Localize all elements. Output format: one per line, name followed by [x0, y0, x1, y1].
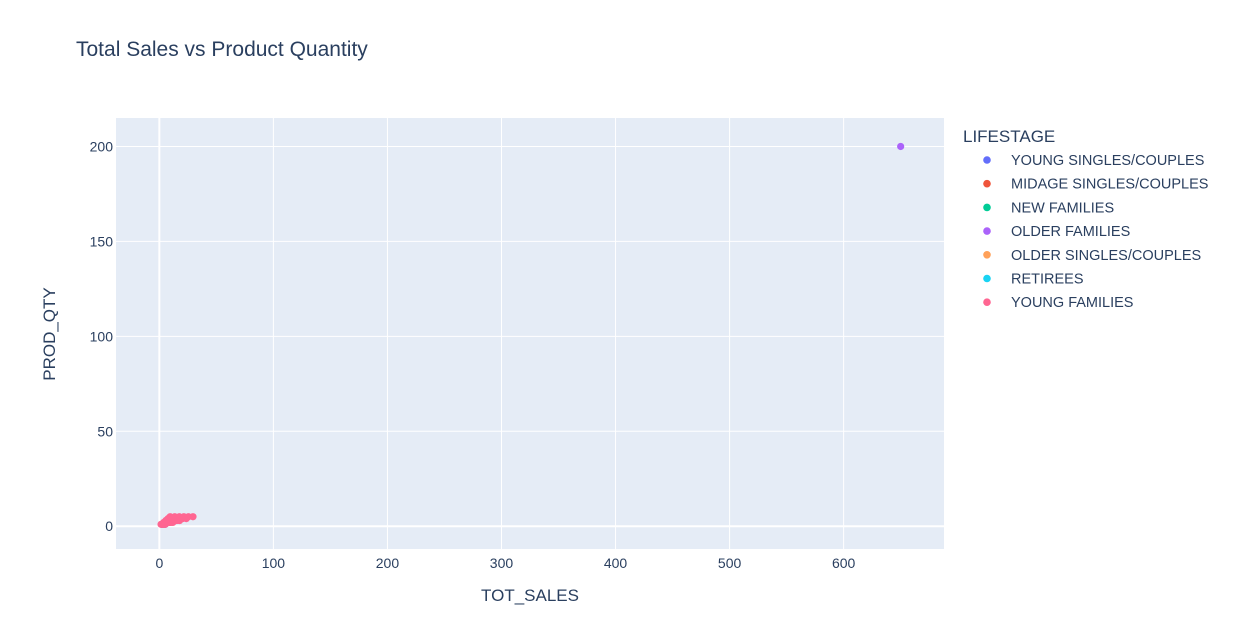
- y-tick-label: 150: [90, 233, 114, 249]
- x-tick-label: 100: [262, 555, 286, 571]
- legend-label: OLDER SINGLES/COUPLES: [1011, 248, 1201, 264]
- legend-marker: [983, 203, 991, 212]
- legend-label: OLDER FAMILIES: [1011, 224, 1130, 240]
- legend-item[interactable]: NEW FAMILIES: [983, 200, 1114, 216]
- legend-marker: [983, 251, 991, 259]
- legend-label: YOUNG FAMILIES: [1011, 295, 1133, 311]
- legend[interactable]: YOUNG SINGLES/COUPLES MIDAGE SINGLES/COUP…: [983, 153, 1208, 311]
- grid: [116, 118, 944, 549]
- data-point: [897, 142, 905, 151]
- legend-marker: [983, 274, 991, 283]
- legend-marker: [983, 298, 991, 307]
- legend-item[interactable]: OLDER FAMILIES: [983, 224, 1130, 240]
- x-tick-label: 300: [490, 555, 514, 571]
- legend-item[interactable]: MIDAGE SINGLES/COUPLES: [983, 177, 1208, 193]
- chart-title: Total Sales vs Product Quantity: [76, 38, 368, 61]
- x-tick-label: 500: [718, 555, 742, 571]
- legend-title: LIFESTAGE: [963, 127, 1055, 146]
- y-tick-label: 200: [90, 138, 114, 154]
- legend-label: NEW FAMILIES: [1011, 200, 1114, 216]
- legend-marker: [983, 227, 991, 235]
- legend-marker: [983, 179, 991, 188]
- x-tick-label: 400: [604, 555, 628, 571]
- x-tick-label: 600: [832, 555, 856, 571]
- y-tick-label: 100: [90, 328, 114, 344]
- y-axis-title: PROD_QTY: [40, 287, 59, 381]
- y-tick-label: 50: [97, 423, 113, 439]
- y-axis-ticks: 0 50 100 150 200: [90, 138, 114, 534]
- plot-area: [116, 118, 944, 549]
- y-tick-label: 0: [105, 518, 113, 534]
- data-points: [157, 142, 905, 528]
- legend-item[interactable]: RETIREES: [983, 272, 1084, 288]
- legend-label: RETIREES: [1011, 272, 1084, 288]
- x-axis-title: TOT_SALES: [481, 586, 579, 605]
- data-point: [189, 513, 197, 521]
- legend-marker: [983, 156, 991, 164]
- x-axis-ticks: 0 100 200 300 400 500 600: [155, 555, 855, 571]
- x-tick-label: 200: [376, 555, 400, 571]
- legend-label: MIDAGE SINGLES/COUPLES: [1011, 177, 1208, 193]
- legend-label: YOUNG SINGLES/COUPLES: [1011, 153, 1204, 169]
- legend-item[interactable]: YOUNG SINGLES/COUPLES: [983, 153, 1204, 169]
- legend-item[interactable]: YOUNG FAMILIES: [983, 295, 1133, 311]
- legend-item[interactable]: OLDER SINGLES/COUPLES: [983, 248, 1201, 264]
- series-young-families: [157, 513, 197, 528]
- x-tick-label: 0: [155, 555, 163, 571]
